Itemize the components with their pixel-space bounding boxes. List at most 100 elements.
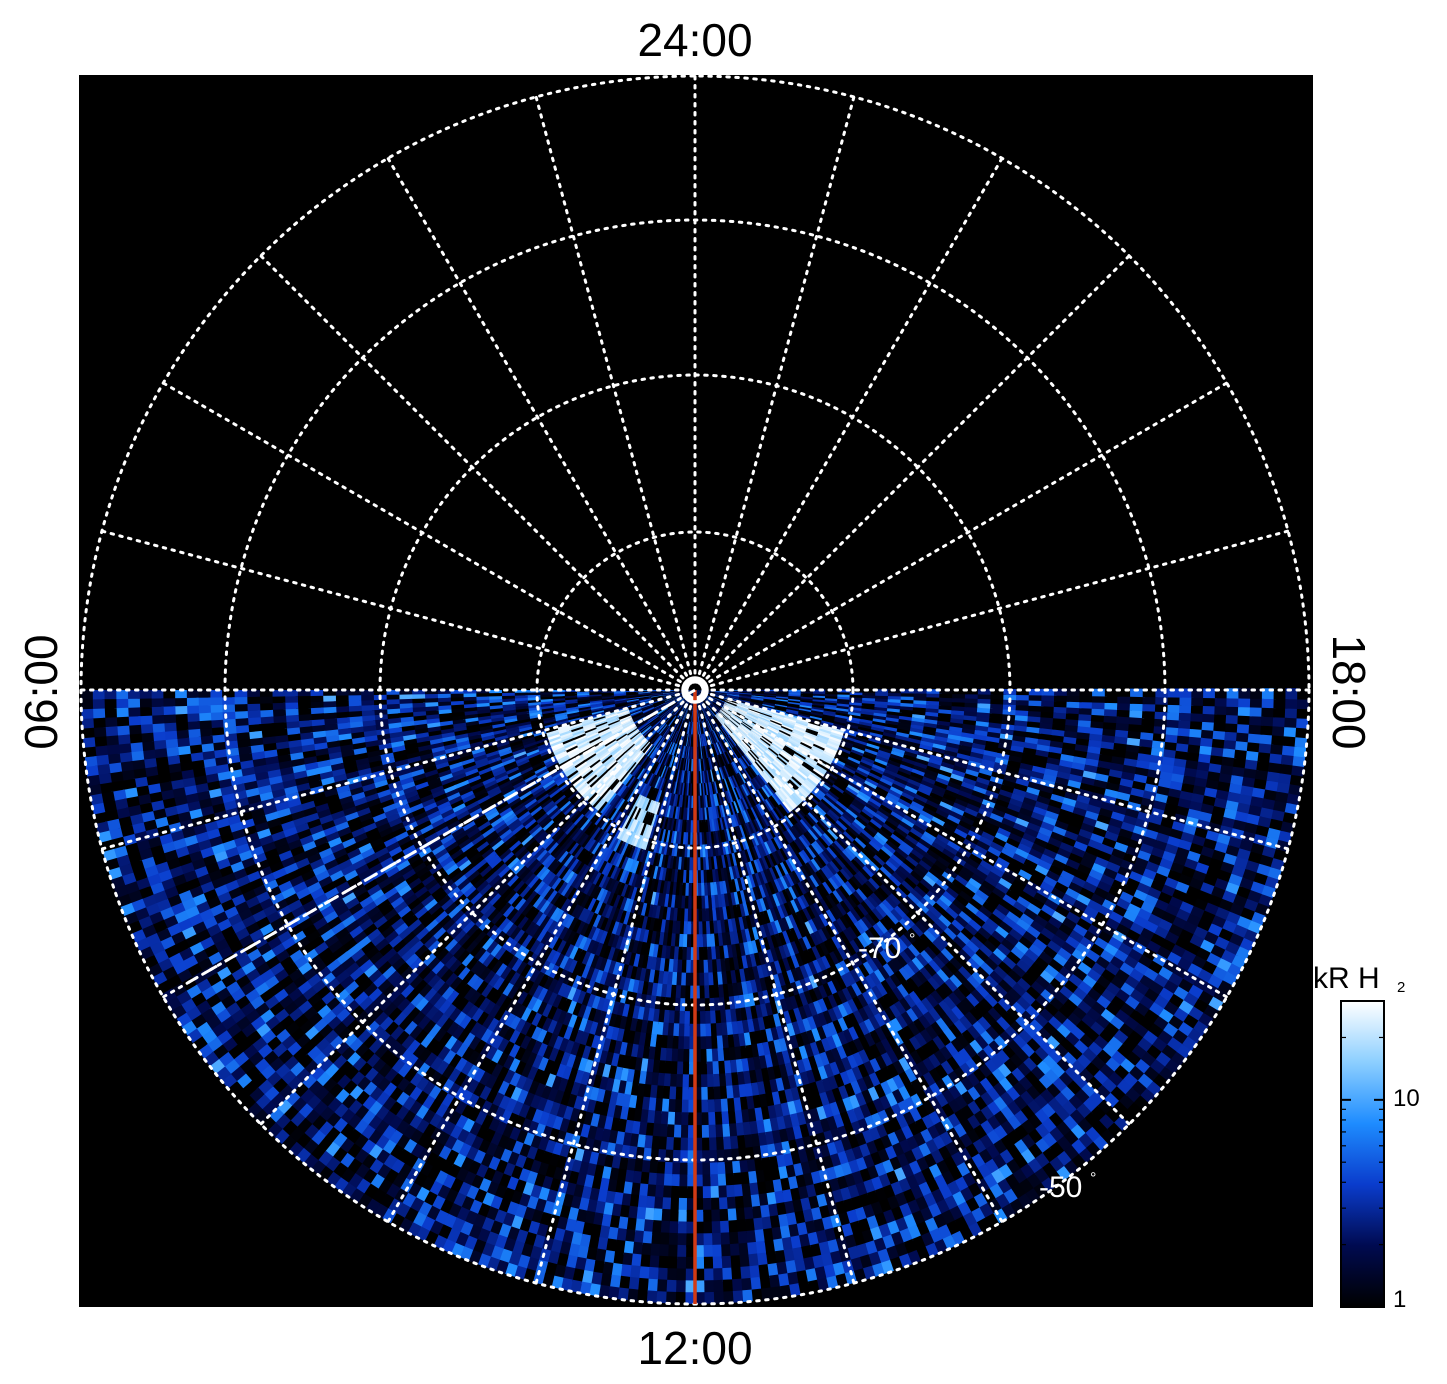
emission-cell — [625, 701, 640, 706]
emission-cell — [334, 784, 351, 796]
emission-cell — [366, 760, 383, 770]
emission-cell — [503, 723, 519, 731]
emission-cell — [401, 738, 418, 747]
emission-cell — [479, 734, 495, 743]
emission-cell — [611, 694, 627, 697]
emission-cell — [649, 696, 664, 700]
emission-cell — [208, 697, 223, 707]
emission-cell — [392, 759, 409, 769]
emission-cell — [466, 737, 483, 746]
emission-cell — [163, 738, 179, 751]
emission-cell — [624, 698, 639, 702]
emission-cell — [359, 705, 375, 713]
emission-cell — [500, 707, 516, 713]
emission-cell — [661, 693, 676, 698]
emission-cell — [308, 690, 324, 698]
emission-cell — [397, 698, 413, 705]
emission-cell — [342, 765, 359, 776]
emission-cell — [612, 699, 627, 704]
emission-cell — [245, 717, 262, 727]
emission-cell — [359, 700, 375, 707]
emission-cell — [358, 778, 375, 789]
emission-cell — [575, 696, 590, 700]
emission-cell — [624, 695, 639, 698]
emission-cell — [525, 702, 541, 707]
emission-cell — [209, 727, 225, 738]
emission-cell — [467, 741, 484, 749]
emission-cell — [600, 702, 615, 707]
emission-cell — [502, 721, 519, 728]
emission-cell — [503, 726, 520, 734]
emission-cell — [444, 754, 461, 764]
emission-cell — [540, 714, 556, 720]
emission-cell — [355, 767, 372, 778]
emission-cell — [320, 690, 336, 698]
emission-cell — [563, 702, 578, 707]
emission-cell — [463, 720, 480, 728]
emission-cell — [452, 733, 469, 741]
emission-cell — [553, 718, 569, 725]
emission-cell — [140, 741, 155, 753]
emission-cell — [587, 698, 603, 703]
emission-cell — [232, 704, 248, 714]
emission-cell — [82, 727, 95, 741]
emission-cell — [555, 724, 570, 731]
emission-cell — [512, 692, 528, 697]
emission-cell — [172, 690, 187, 700]
emission-cell — [539, 712, 555, 718]
emission-cell — [173, 713, 188, 725]
emission-cell — [502, 718, 518, 725]
emission-cell — [81, 699, 94, 712]
emission-cell — [648, 695, 664, 699]
emission-cell — [463, 717, 479, 724]
emission-cell — [257, 703, 274, 712]
emission-cell — [114, 698, 129, 711]
emission-cell — [161, 706, 176, 717]
emission-cell — [575, 700, 590, 704]
emission-cell — [466, 734, 482, 742]
emission-cell — [611, 695, 627, 699]
emission-cell — [185, 713, 200, 724]
emission-cell — [489, 720, 505, 727]
emission-cell — [623, 691, 639, 694]
emission-cell — [440, 735, 456, 744]
emission-cell — [358, 690, 374, 697]
emission-cell — [114, 690, 129, 701]
emission-cell — [258, 716, 274, 726]
emission-cell — [379, 757, 396, 767]
emission-cell — [636, 694, 651, 697]
emission-cell — [648, 692, 663, 694]
emission-cell — [540, 716, 556, 723]
emission-cell — [600, 700, 615, 704]
emission-cell — [115, 734, 131, 747]
emission-cell — [563, 704, 579, 710]
emission-cell — [197, 720, 212, 731]
emission-cell — [85, 765, 99, 779]
emission-cell — [442, 747, 459, 756]
emission-cell — [475, 715, 492, 722]
emission-cell — [441, 743, 458, 752]
emission-cell — [410, 698, 426, 705]
emission-cell — [258, 709, 274, 719]
emission-cell — [151, 740, 167, 752]
emission-cell — [346, 700, 362, 708]
emission-cell — [306, 779, 323, 791]
emission-cell — [636, 695, 651, 699]
emission-cell — [295, 702, 311, 711]
emission-cell — [575, 703, 591, 708]
emission-cell — [577, 711, 592, 717]
emission-cell — [196, 705, 211, 715]
emission-cell — [539, 707, 554, 713]
emission-cell — [501, 715, 518, 722]
emission-cell — [258, 723, 275, 733]
emission-cell — [378, 752, 395, 762]
emission-cell — [83, 746, 97, 760]
emission-cell — [91, 717, 106, 730]
emission-cell — [295, 690, 311, 698]
emission-cell — [126, 716, 141, 728]
emission-cell — [432, 757, 449, 767]
emission-cell — [494, 740, 510, 749]
emission-cell — [575, 704, 591, 710]
emission-cell — [648, 692, 663, 695]
emission-cell — [587, 697, 602, 701]
